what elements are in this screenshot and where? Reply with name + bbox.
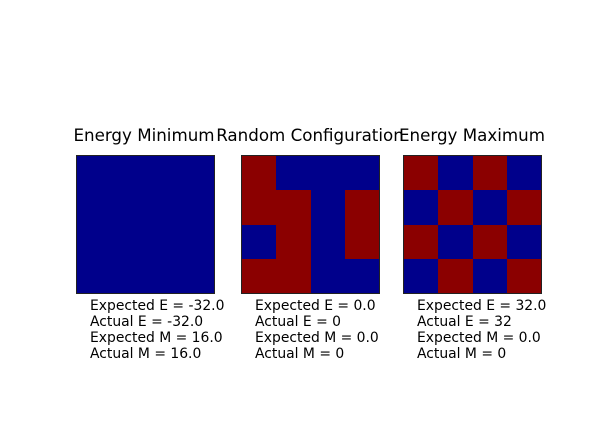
spin-up-cell: [77, 258, 112, 293]
spin-up-cell: [506, 156, 541, 191]
stats-energy-maximum: Expected E = 32.0 Actual E = 32 Expected…: [417, 298, 546, 362]
stat-actual-e: Actual E = 0: [255, 314, 342, 330]
spin-up-cell: [310, 190, 345, 225]
stat-expected-m: Expected M = 0.0: [255, 330, 379, 346]
panel-title-energy-minimum: Energy Minimum: [73, 125, 215, 145]
spin-grid-energy-minimum: [76, 155, 215, 294]
spin-up-cell: [111, 224, 146, 259]
spin-up-cell: [472, 190, 507, 225]
spin-down-cell: [242, 156, 277, 191]
spin-up-cell: [344, 156, 379, 191]
spin-up-cell: [111, 258, 146, 293]
panel-title-energy-maximum: Energy Maximum: [399, 125, 545, 145]
spin-down-cell: [506, 190, 541, 225]
spin-up-cell: [438, 224, 473, 259]
spin-down-cell: [344, 224, 379, 259]
spin-up-cell: [472, 258, 507, 293]
stat-actual-m: Actual M = 0: [255, 346, 345, 362]
spin-up-cell: [77, 190, 112, 225]
stat-actual-e: Actual E = 32: [417, 314, 512, 330]
spin-up-cell: [310, 258, 345, 293]
spin-up-cell: [310, 224, 345, 259]
spin-up-cell: [77, 224, 112, 259]
spin-down-cell: [404, 156, 439, 191]
stat-expected-e: Expected E = -32.0: [90, 298, 225, 314]
stat-actual-e: Actual E = -32.0: [90, 314, 204, 330]
spin-down-cell: [472, 224, 507, 259]
spin-up-cell: [145, 190, 180, 225]
spin-down-cell: [404, 224, 439, 259]
spin-grid-energy-maximum: [403, 155, 542, 294]
spin-up-cell: [344, 258, 379, 293]
stat-actual-m: Actual M = 16.0: [90, 346, 202, 362]
spin-grid-random-configuration: [241, 155, 380, 294]
stat-expected-m: Expected M = 0.0: [417, 330, 541, 346]
spin-up-cell: [145, 258, 180, 293]
stats-energy-minimum: Expected E = -32.0 Actual E = -32.0 Expe…: [90, 298, 224, 362]
spin-down-cell: [438, 190, 473, 225]
spin-up-cell: [438, 156, 473, 191]
spin-up-cell: [404, 258, 439, 293]
spin-up-cell: [179, 258, 214, 293]
stat-expected-m: Expected M = 16.0: [90, 330, 223, 346]
spin-down-cell: [276, 258, 311, 293]
stat-expected-e: Expected E = 0.0: [255, 298, 376, 314]
spin-down-cell: [506, 258, 541, 293]
spin-up-cell: [506, 224, 541, 259]
spin-down-cell: [438, 258, 473, 293]
stat-expected-e: Expected E = 32.0: [417, 298, 547, 314]
spin-up-cell: [310, 156, 345, 191]
stat-actual-m: Actual M = 0: [417, 346, 507, 362]
spin-up-cell: [242, 224, 277, 259]
spin-down-cell: [344, 190, 379, 225]
spin-down-cell: [472, 156, 507, 191]
spin-up-cell: [77, 156, 112, 191]
spin-up-cell: [179, 224, 214, 259]
panel-title-random-configuration: Random Configuration: [216, 125, 404, 145]
spin-up-cell: [145, 224, 180, 259]
spin-down-cell: [242, 258, 277, 293]
spin-down-cell: [276, 224, 311, 259]
spin-up-cell: [276, 156, 311, 191]
spin-up-cell: [111, 156, 146, 191]
spin-down-cell: [276, 190, 311, 225]
spin-up-cell: [404, 190, 439, 225]
spin-up-cell: [179, 190, 214, 225]
spin-up-cell: [179, 156, 214, 191]
stats-random-configuration: Expected E = 0.0 Actual E = 0 Expected M…: [255, 298, 379, 362]
spin-down-cell: [242, 190, 277, 225]
spin-up-cell: [145, 156, 180, 191]
spin-up-cell: [111, 190, 146, 225]
